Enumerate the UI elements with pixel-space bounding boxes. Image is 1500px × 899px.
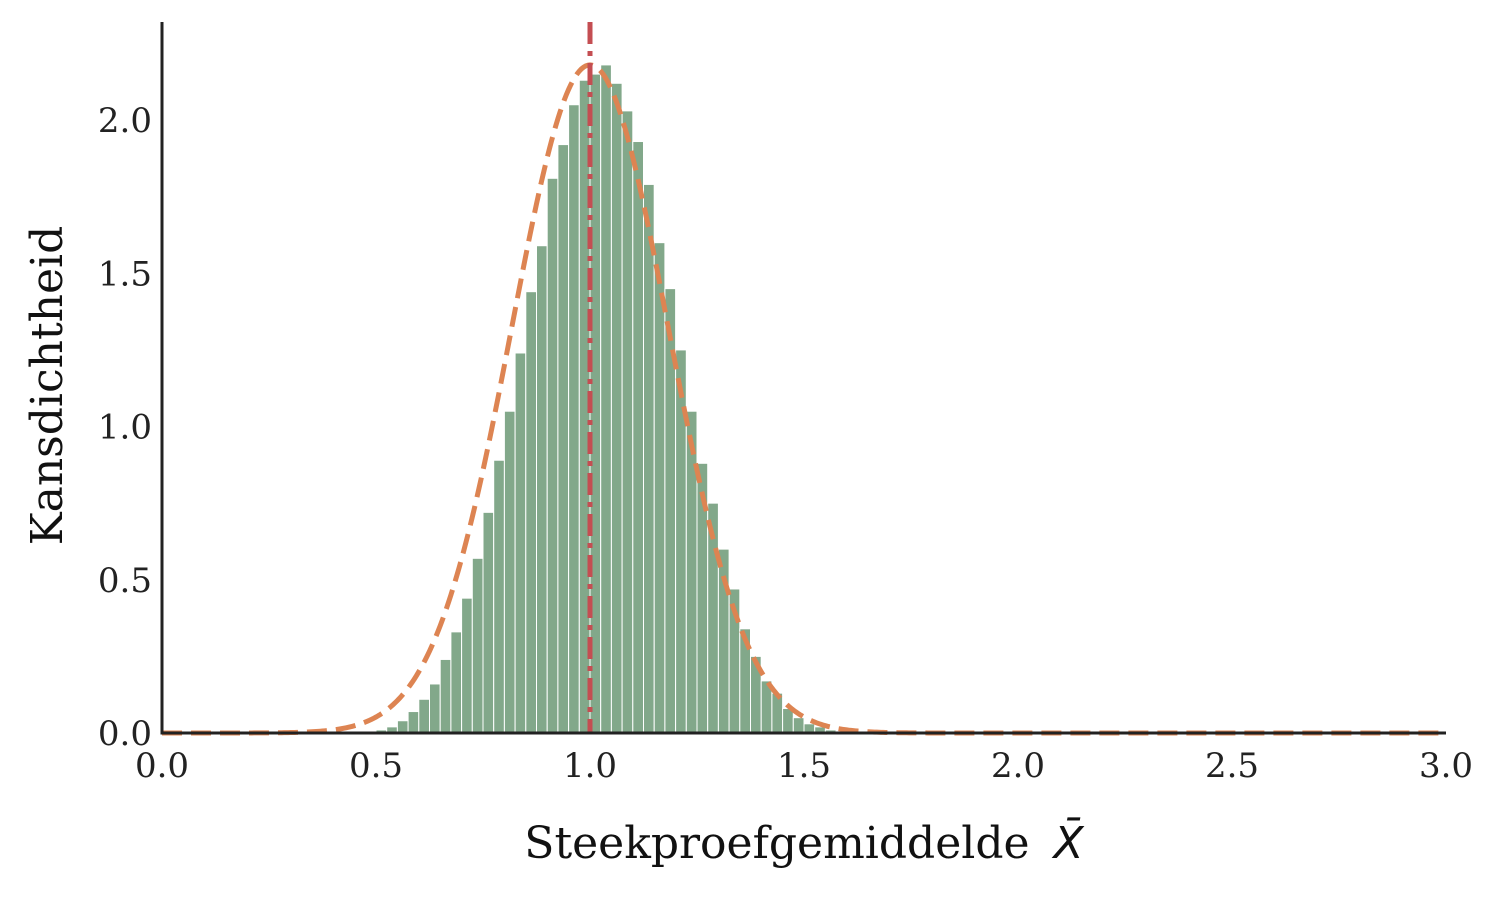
- y-tick-label: 1.0: [98, 408, 152, 448]
- histogram-bar: [439, 658, 452, 734]
- x-tick-label: 0.5: [349, 746, 403, 786]
- histogram-bar: [600, 64, 612, 734]
- x-tick-label: 2.0: [991, 746, 1045, 786]
- histogram-bar: [557, 144, 570, 734]
- histogram-bar: [396, 720, 409, 734]
- histogram-bar: [653, 242, 666, 734]
- histogram-bar: [514, 352, 527, 734]
- histogram-bar: [471, 557, 484, 734]
- histogram-bar: [418, 698, 430, 734]
- histogram-bar: [568, 104, 580, 734]
- histogram-bar: [493, 459, 505, 734]
- histogram-bar: [632, 141, 644, 734]
- y-tick-label: 1.5: [98, 254, 152, 294]
- histogram-bar: [685, 410, 698, 734]
- histogram-bar: [782, 707, 794, 734]
- x-axis-label: Steekproefgemiddelde X̄: [524, 816, 1084, 869]
- x-tick-label: 3.0: [1419, 746, 1473, 786]
- normal-density-curve: [162, 62, 1446, 736]
- x-tick-label: 1.5: [777, 746, 831, 786]
- histogram-bar: [429, 683, 441, 734]
- y-tick-label: 0.5: [98, 561, 152, 601]
- histogram-bar: [450, 631, 463, 734]
- histogram-bar: [621, 110, 634, 734]
- y-axis-label: Kansdichtheid: [22, 226, 73, 546]
- x-axis-label-symbol: X̄: [1052, 816, 1085, 869]
- y-axis-ticks: 0.0 0.5 1.0 1.5 2.0: [98, 101, 152, 754]
- histogram-bar: [482, 511, 495, 734]
- y-tick-label: 0.0: [98, 714, 152, 754]
- histogram-bar: [792, 717, 805, 734]
- histogram-bar: [461, 597, 473, 734]
- histogram-bar: [546, 177, 559, 734]
- x-tick-label: 0.0: [135, 746, 189, 786]
- x-axis-label-text: Steekproefgemiddelde: [524, 818, 1029, 869]
- histogram-bar: [643, 183, 655, 734]
- y-tick-label: 2.0: [98, 101, 152, 141]
- x-axis-ticks: 0.0 0.5 1.0 1.5 2.0 2.5 3.0: [135, 746, 1473, 786]
- histogram-bar: [503, 410, 516, 734]
- histogram-bar: [407, 711, 420, 734]
- histogram-bar: [610, 82, 623, 734]
- x-tick-label: 1.0: [563, 746, 617, 786]
- histogram-bar: [771, 692, 784, 734]
- x-tick-label: 2.5: [1205, 746, 1259, 786]
- histogram-bar: [536, 245, 548, 734]
- histogram-bar: [525, 291, 537, 734]
- histogram-bars: [364, 64, 869, 734]
